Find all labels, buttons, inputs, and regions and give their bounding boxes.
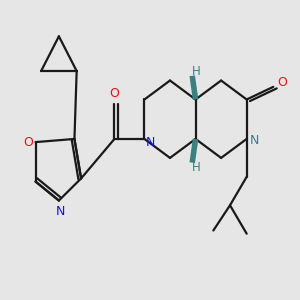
Text: O: O (23, 136, 33, 148)
Text: O: O (110, 87, 119, 100)
Text: N: N (145, 136, 155, 148)
Text: N: N (250, 134, 259, 147)
Text: H: H (192, 161, 201, 174)
Text: O: O (277, 76, 287, 88)
Text: N: N (55, 205, 65, 218)
Text: H: H (192, 64, 201, 78)
